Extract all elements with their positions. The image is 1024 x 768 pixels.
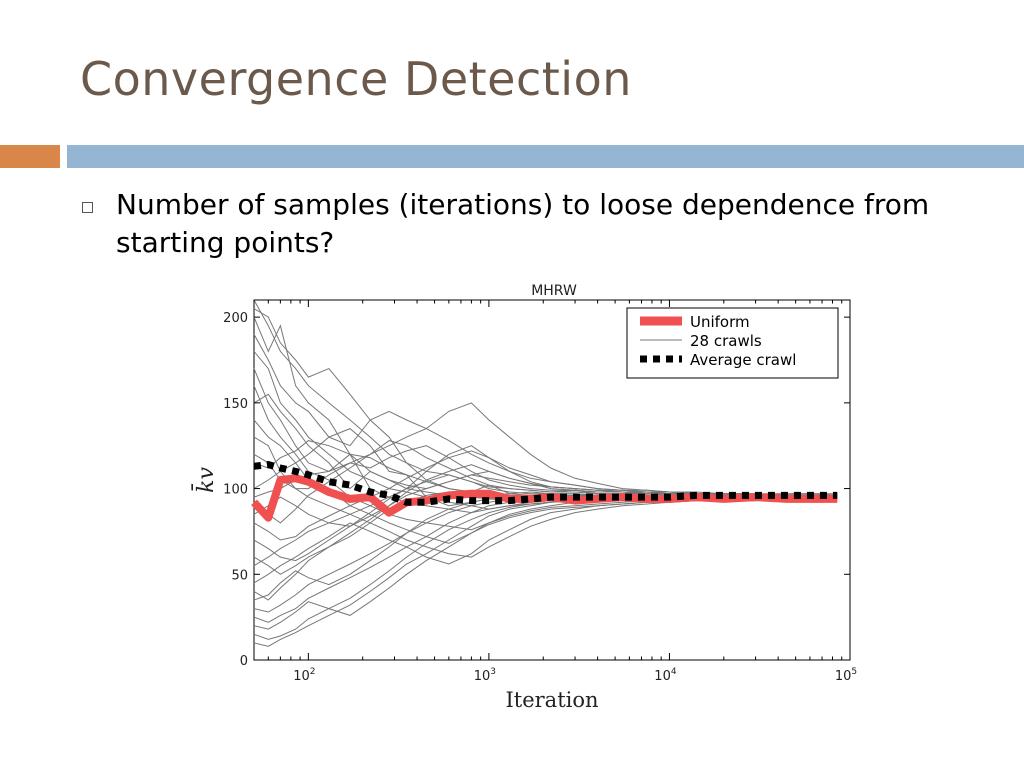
x-axis-label: Iteration	[505, 688, 598, 712]
crawl-line-24	[253, 494, 838, 613]
accent-bar	[0, 145, 60, 168]
legend-label-average: Average crawl	[690, 351, 796, 369]
average-layer	[253, 461, 838, 506]
y-tick-label-50: 50	[231, 568, 248, 583]
crawl-line-28	[253, 496, 838, 647]
crawl-line-25	[253, 496, 838, 623]
axes-layer: 0 50 100 150 200 102 103 104 105	[223, 300, 857, 684]
header-bar	[67, 145, 1024, 168]
slide-title: Convergence Detection	[80, 52, 632, 106]
plot-frame	[253, 299, 851, 661]
uniform-line	[251, 474, 838, 522]
crawl-line-7	[253, 385, 838, 531]
crawl-line-11	[253, 402, 838, 496]
uniform-layer	[251, 474, 838, 522]
y-tick-label-200: 200	[223, 311, 248, 326]
x-axis-label-group: Iteration	[505, 688, 598, 712]
bullet-text: Number of samples (iterations) to loose …	[116, 188, 930, 259]
x-tick-label-1000: 103	[474, 667, 496, 684]
crawl-line-14	[253, 445, 838, 498]
legend: Uniform 28 crawls Average crawl	[626, 307, 839, 379]
chart-title: MHRW	[531, 283, 577, 299]
crawl-line-20	[253, 445, 838, 567]
bullet-square-icon	[82, 202, 93, 213]
average-crawl-line	[253, 461, 838, 506]
y-axis-label: k̄v	[191, 467, 219, 493]
crawl-line-12	[253, 440, 838, 498]
y-tick-label-100: 100	[223, 483, 248, 498]
y-tick-label-150: 150	[223, 397, 248, 412]
legend-label-crawls: 28 crawls	[690, 332, 762, 350]
x-tick-label-100000: 105	[835, 667, 857, 684]
crawl-line-13	[253, 410, 838, 496]
x-tick-label-100: 102	[293, 667, 315, 684]
crawl-line-19	[253, 491, 838, 575]
y-tick-label-0: 0	[240, 654, 248, 669]
x-tick-label-10000: 104	[654, 667, 677, 684]
legend-label-uniform: Uniform	[690, 313, 750, 331]
y-axis-label-group: k̄v	[191, 467, 219, 493]
